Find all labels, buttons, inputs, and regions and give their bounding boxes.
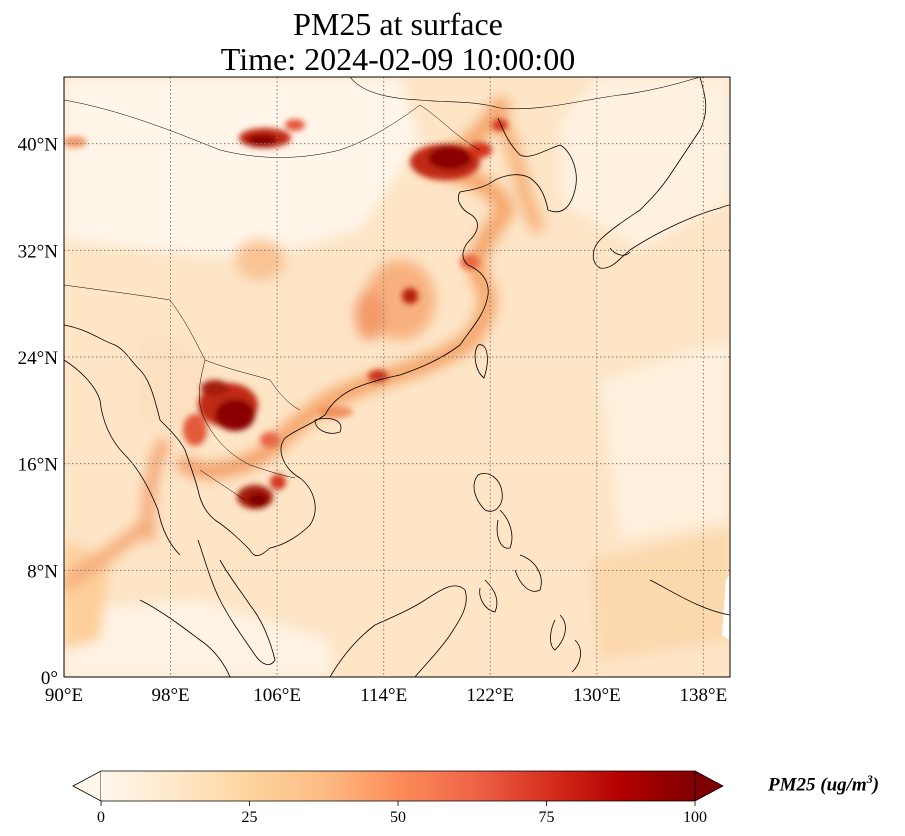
map-title-line2: Time: 2024-02-09 10:00:00 bbox=[220, 41, 576, 77]
colorbar-ticks: 0 25 50 75 100 bbox=[97, 801, 707, 826]
lon-tick-label: 90°E bbox=[45, 685, 83, 706]
colorbar-tick-label: 25 bbox=[242, 809, 258, 826]
lat-tick-labels: 0° 8°N 16°N 24°N 32°N 40°N bbox=[18, 135, 59, 689]
lon-tick-labels: 90°E 98°E 106°E 114°E 122°E 130°E 138°E bbox=[45, 685, 727, 706]
colorbar-unit-label: PM25 (ug/m3) bbox=[768, 772, 879, 796]
colorbar-tick-label: 50 bbox=[390, 809, 406, 826]
map-title-line1: PM25 at surface bbox=[293, 6, 503, 42]
lon-tick-label: 98°E bbox=[151, 685, 189, 706]
colorbar-unit-sup: 3 bbox=[866, 772, 873, 786]
country-borders bbox=[64, 99, 481, 501]
lat-tick-label: 16°N bbox=[18, 455, 59, 476]
nodata-patch bbox=[722, 575, 730, 640]
lat-tick-label: 40°N bbox=[18, 135, 59, 156]
lat-tick-label: 32°N bbox=[18, 241, 59, 262]
lat-tick-label: 8°N bbox=[27, 561, 58, 582]
lat-tick-label: 24°N bbox=[18, 348, 59, 369]
colorbar-tick-label: 100 bbox=[683, 809, 707, 826]
lon-tick-label: 122°E bbox=[466, 685, 514, 706]
colorbar-tick-label: 0 bbox=[97, 809, 105, 826]
coastlines bbox=[64, 77, 730, 677]
colorbar-unit-text: PM25 (ug/m bbox=[768, 774, 867, 796]
colorbar-extend-min bbox=[72, 770, 102, 802]
colorbar: 0 25 50 75 100 bbox=[72, 770, 724, 826]
colorbar-unit-close: ) bbox=[872, 774, 880, 796]
pm25-field bbox=[64, 77, 730, 677]
field-hotspots bbox=[64, 119, 508, 509]
lon-tick-label: 106°E bbox=[253, 685, 301, 706]
lon-tick-label: 138°E bbox=[680, 685, 728, 706]
lon-tick-label: 114°E bbox=[360, 685, 407, 706]
colorbar-gradient bbox=[101, 771, 695, 801]
field-low-regions bbox=[64, 77, 730, 677]
lon-tick-label: 130°E bbox=[573, 685, 621, 706]
colorbar-extend-max bbox=[694, 770, 724, 802]
lat-tick-label: 0° bbox=[41, 668, 58, 689]
colorbar-tick-label: 75 bbox=[539, 809, 555, 826]
map-frame bbox=[63, 76, 731, 678]
